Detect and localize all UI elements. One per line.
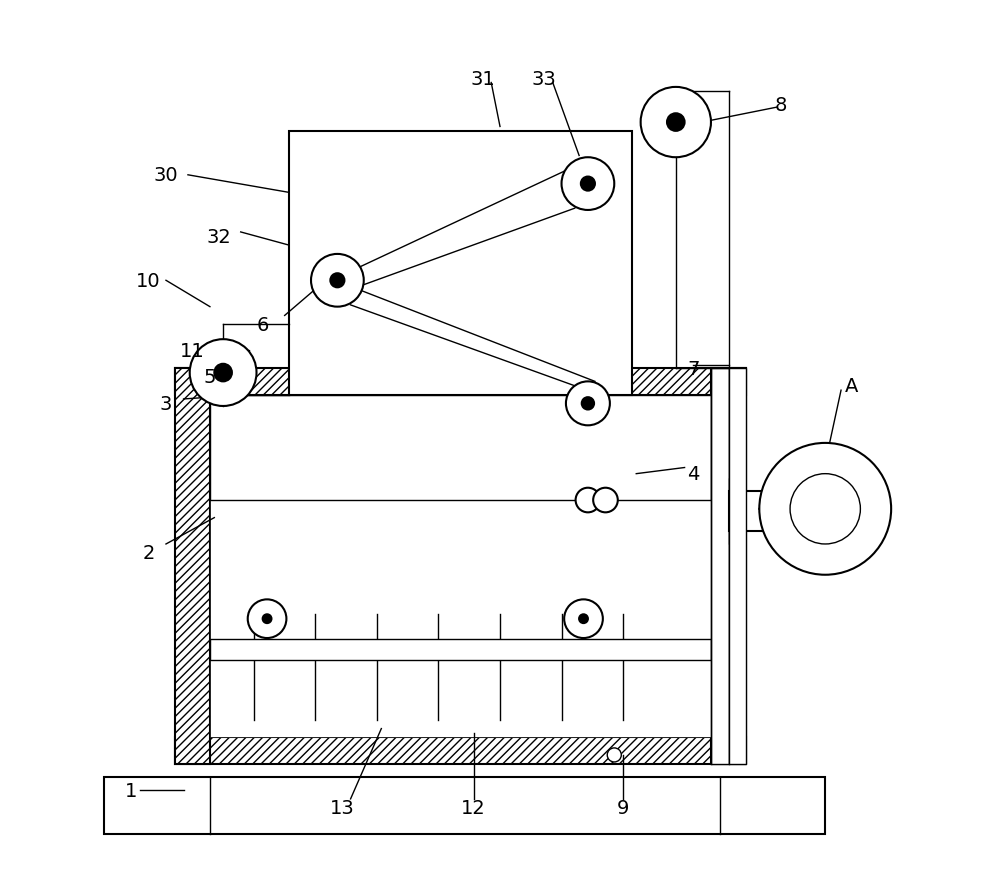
- Circle shape: [564, 600, 603, 638]
- Text: 13: 13: [329, 798, 354, 817]
- Bar: [210, 395, 711, 738]
- Bar: [104, 777, 825, 834]
- Text: 10: 10: [136, 271, 161, 291]
- Bar: [175, 738, 746, 764]
- Text: 3: 3: [160, 394, 172, 414]
- Circle shape: [311, 255, 364, 307]
- Text: 2: 2: [142, 543, 155, 563]
- Circle shape: [582, 398, 594, 410]
- Text: 30: 30: [154, 166, 178, 185]
- Circle shape: [667, 114, 685, 132]
- Bar: [175, 369, 746, 395]
- Bar: [711, 369, 746, 764]
- Text: 32: 32: [206, 227, 231, 247]
- Circle shape: [562, 158, 614, 211]
- Circle shape: [190, 340, 257, 407]
- Bar: [175, 369, 210, 764]
- Circle shape: [790, 474, 860, 544]
- Circle shape: [248, 600, 286, 638]
- Bar: [289, 132, 632, 395]
- Bar: [812, 474, 838, 544]
- Text: 33: 33: [532, 69, 556, 89]
- Circle shape: [330, 274, 344, 288]
- Text: 9: 9: [617, 798, 629, 817]
- Bar: [729, 492, 790, 531]
- Text: 6: 6: [256, 315, 269, 335]
- Circle shape: [214, 364, 232, 382]
- Text: 12: 12: [461, 798, 486, 817]
- Circle shape: [607, 748, 621, 762]
- Text: 31: 31: [470, 69, 495, 89]
- Text: 4: 4: [687, 464, 700, 484]
- Bar: [711, 369, 729, 764]
- Circle shape: [593, 488, 618, 513]
- Circle shape: [566, 382, 610, 426]
- Circle shape: [641, 88, 711, 158]
- Circle shape: [581, 177, 595, 191]
- Bar: [729, 369, 746, 764]
- Bar: [210, 395, 711, 500]
- Text: 5: 5: [204, 368, 216, 387]
- Bar: [210, 639, 711, 660]
- Circle shape: [579, 615, 588, 623]
- Text: 1: 1: [125, 781, 137, 800]
- Circle shape: [759, 443, 891, 575]
- Text: A: A: [845, 377, 858, 396]
- Circle shape: [263, 615, 271, 623]
- Bar: [729, 479, 742, 544]
- Text: 11: 11: [180, 342, 205, 361]
- Text: 7: 7: [687, 359, 700, 378]
- Text: 8: 8: [775, 96, 787, 115]
- Circle shape: [576, 488, 600, 513]
